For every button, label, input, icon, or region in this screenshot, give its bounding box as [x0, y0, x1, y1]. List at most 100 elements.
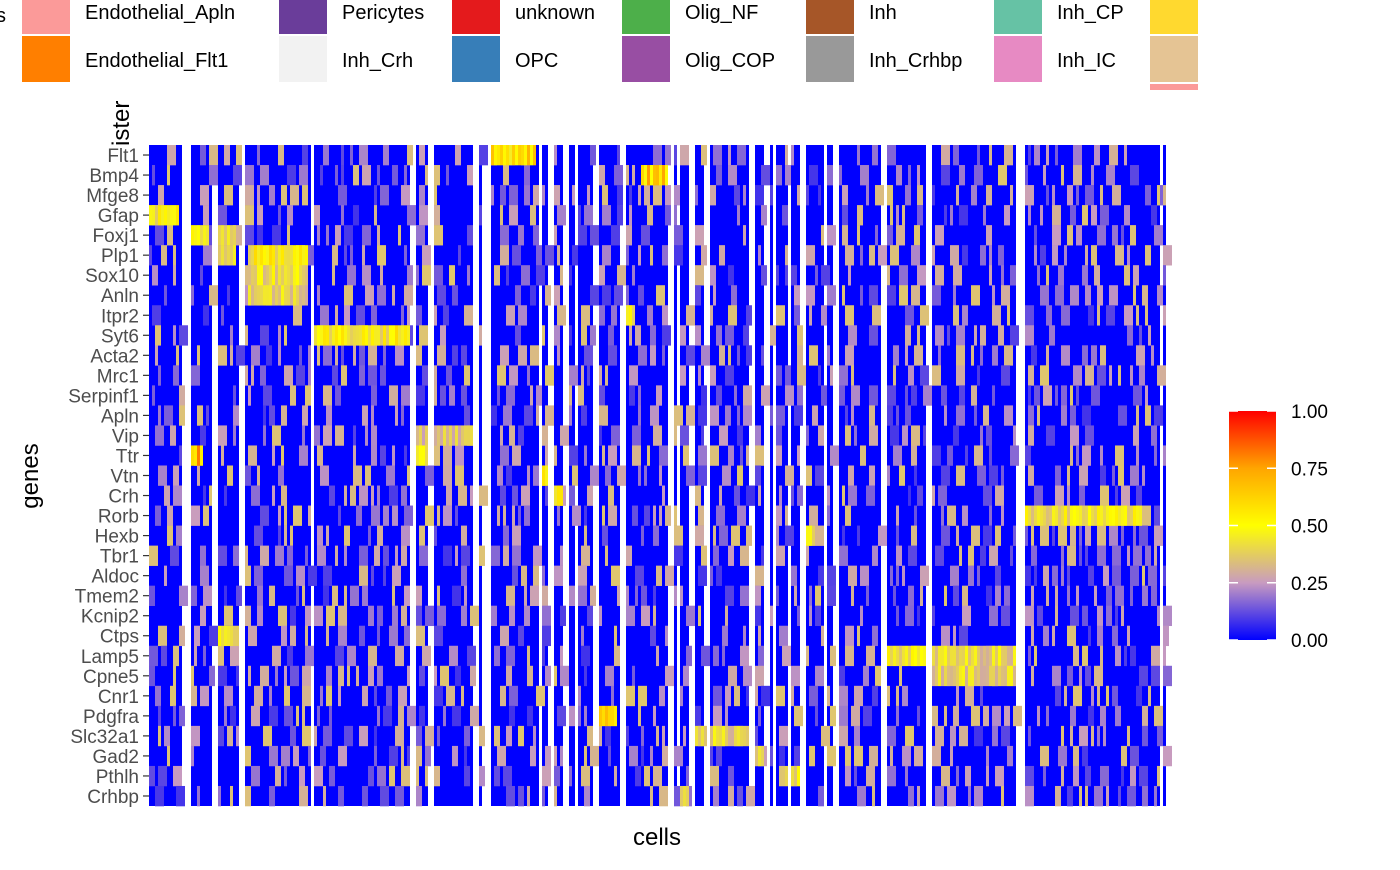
heatmap-cell [1076, 585, 1079, 606]
heatmap-cell [257, 605, 263, 627]
heatmap-cell [590, 465, 599, 486]
heatmap-cell [629, 745, 638, 767]
cluster-legend-key [1150, 36, 1198, 82]
heatmap-cell [329, 765, 335, 787]
y-axis: Flt1Bmp4Mfge8GfapFoxj1Plp1Sox10AnlnItpr2… [68, 146, 149, 808]
expression-block-cell [272, 245, 275, 266]
y-tick-label: Crhbp [87, 787, 139, 808]
heatmap-column [890, 145, 893, 806]
expression-block-cell [389, 325, 392, 346]
heatmap-cell [584, 665, 587, 687]
heatmap-cell [980, 325, 986, 346]
heatmap-cell [296, 585, 299, 606]
heatmap-cell [776, 305, 785, 326]
heatmap-column [1049, 145, 1052, 806]
heatmap-cell [245, 205, 254, 226]
heatmap-cell [401, 305, 404, 326]
heatmap-cell [1004, 405, 1013, 426]
heatmap-cell [293, 505, 302, 526]
heatmap-cell [455, 445, 464, 466]
heatmap-column [911, 145, 914, 806]
heatmap-cell [629, 365, 638, 386]
heatmap-cell [710, 365, 716, 386]
expression-block-cell [290, 265, 293, 286]
heatmap-column [614, 145, 617, 806]
expression-block-cell [227, 245, 230, 266]
heatmap-cell [977, 145, 980, 166]
cluster-legend-key [1150, 0, 1198, 34]
expression-block-cell [398, 325, 401, 346]
heatmap-cell [290, 605, 296, 627]
heatmap-cell [1028, 465, 1034, 486]
heatmap-cell [665, 625, 668, 647]
y-tick-label: Aldoc [91, 567, 139, 588]
heatmap-cell [464, 585, 467, 606]
heatmap-cell [443, 705, 446, 727]
heatmap-cell [1103, 725, 1106, 747]
heatmap-cell [728, 765, 734, 787]
heatmap-cell [626, 225, 632, 246]
heatmap-cell [1142, 285, 1148, 306]
heatmap-column [713, 145, 716, 806]
heatmap-column [503, 145, 506, 806]
heatmap-cell [158, 465, 167, 486]
heatmap-cell [278, 325, 281, 346]
heatmap-cell [260, 165, 269, 186]
heatmap-cell [1100, 485, 1109, 506]
heatmap-cell [908, 365, 914, 386]
heatmap-cell [1115, 605, 1118, 627]
heatmap-cell [794, 585, 797, 606]
heatmap-cell [416, 385, 425, 406]
heatmap-cell [455, 665, 461, 687]
expression-block-cell [254, 265, 257, 286]
heatmap-column [1154, 145, 1157, 806]
heatmap-cell [542, 585, 548, 606]
heatmap-cell [776, 165, 782, 186]
heatmap-cell [686, 345, 695, 366]
expression-block-cell [728, 725, 731, 747]
expression-block-cell [1031, 505, 1034, 526]
heatmap-cell [149, 645, 158, 667]
heatmap-cell [902, 205, 905, 226]
heatmap-cell [941, 765, 950, 787]
heatmap-cell [1052, 625, 1055, 647]
heatmap-cell [446, 365, 452, 386]
heatmap-cell [605, 545, 608, 566]
heatmap-cell [1145, 545, 1151, 566]
heatmap-cell [362, 245, 365, 266]
heatmap-cell [1115, 445, 1124, 466]
heatmap-cell [464, 745, 467, 767]
heatmap-cell [578, 705, 581, 727]
heatmap-cell [1112, 545, 1121, 566]
expression-block-cell [296, 265, 299, 286]
heatmap-cell [875, 185, 884, 206]
heatmap-cell [1100, 345, 1106, 366]
heatmap-column [467, 145, 470, 806]
heatmap-cell [191, 365, 200, 386]
heatmap-cell [542, 645, 545, 667]
heatmap-cell [233, 425, 236, 446]
heatmap-column [1139, 145, 1142, 806]
heatmap-cell [335, 225, 341, 246]
heatmap-cell [317, 705, 320, 727]
heatmap-cell [1040, 285, 1049, 306]
heatmap-cell [1088, 705, 1094, 727]
heatmap-column [251, 145, 254, 806]
expression-block-cell [527, 145, 530, 166]
heatmap-cell [173, 485, 182, 506]
heatmap-cell [947, 325, 950, 346]
heatmap-cell [536, 245, 542, 266]
heatmap-cell [953, 705, 959, 727]
expression-block-cell [902, 645, 905, 667]
expression-block-cell [530, 145, 533, 166]
heatmap-cell [743, 325, 749, 346]
heatmap-cell [1121, 765, 1124, 787]
heatmap-cell [260, 365, 266, 386]
heatmap-cell [659, 785, 668, 807]
heatmap-cell [452, 705, 461, 727]
heatmap-cell [1133, 545, 1142, 566]
heatmap-cell [827, 745, 836, 767]
heatmap-cell [686, 305, 695, 326]
heatmap-cell [416, 305, 422, 326]
heatmap-cell [308, 505, 311, 526]
